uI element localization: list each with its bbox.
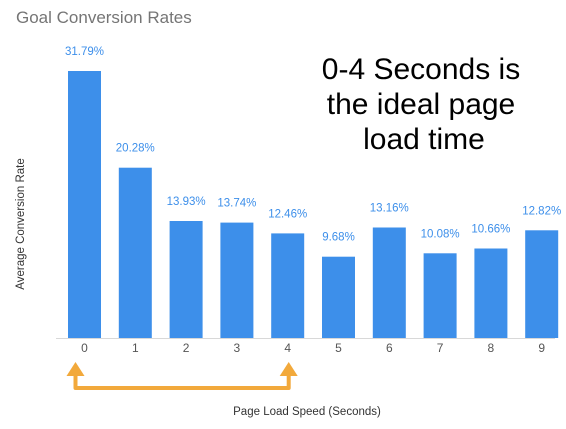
x-tick-4: 4: [284, 341, 291, 355]
data-labels-group: 31.79% 20.28% 13.93% 13.74% 12.46% 9.68% 13.16…: [65, 46, 561, 244]
y-axis-label: Average Conversion Rate: [15, 158, 27, 289]
x-tick-5: 5: [335, 341, 342, 355]
bar-9: [525, 230, 559, 338]
data-label-8: 10.66%: [471, 224, 510, 236]
annotation-line-2: the ideal page: [327, 88, 516, 121]
range-bracket: [73, 372, 291, 390]
data-label-2: 13.93%: [167, 196, 206, 208]
annotation-line-1: 0-4 Seconds is: [322, 53, 520, 86]
bar-2: [169, 221, 203, 338]
data-label-6: 13.16%: [370, 203, 409, 215]
range-arrow: [66, 362, 298, 390]
bar-6: [372, 227, 406, 338]
annotation-line-3: load time: [363, 123, 485, 156]
bars-group: [68, 71, 559, 338]
bar-0: [68, 71, 101, 338]
x-tick-0: 0: [81, 341, 88, 355]
data-label-4: 12.46%: [268, 208, 307, 220]
bar-3: [220, 222, 254, 338]
x-tick-9: 9: [538, 341, 545, 355]
arrowhead-left: [66, 362, 85, 376]
bar-7: [423, 253, 457, 338]
x-tick-2: 2: [183, 341, 190, 355]
arrowhead-right: [279, 362, 298, 376]
x-tick-3: 3: [234, 341, 241, 355]
bar-1: [118, 167, 152, 338]
data-label-7: 10.08%: [421, 228, 460, 240]
x-tick-8: 8: [488, 341, 495, 355]
x-tick-7: 7: [437, 341, 444, 355]
data-label-0: 31.79%: [65, 46, 104, 58]
x-tick-1: 1: [132, 341, 139, 355]
data-label-1: 20.28%: [116, 143, 155, 155]
data-label-3: 13.74%: [217, 198, 256, 210]
bar-8: [474, 248, 508, 338]
chart-title: Goal Conversion Rates: [16, 8, 192, 27]
bar-4: [271, 233, 305, 338]
data-label-9: 12.82%: [522, 205, 561, 217]
data-label-5: 9.68%: [322, 232, 355, 244]
x-axis-label: Page Load Speed (Seconds): [233, 406, 381, 418]
x-tick-6: 6: [386, 341, 393, 355]
x-tick-labels-group: 0 1 2 3 4 5 6 7 8 9: [81, 341, 545, 355]
bar-5: [322, 256, 355, 338]
